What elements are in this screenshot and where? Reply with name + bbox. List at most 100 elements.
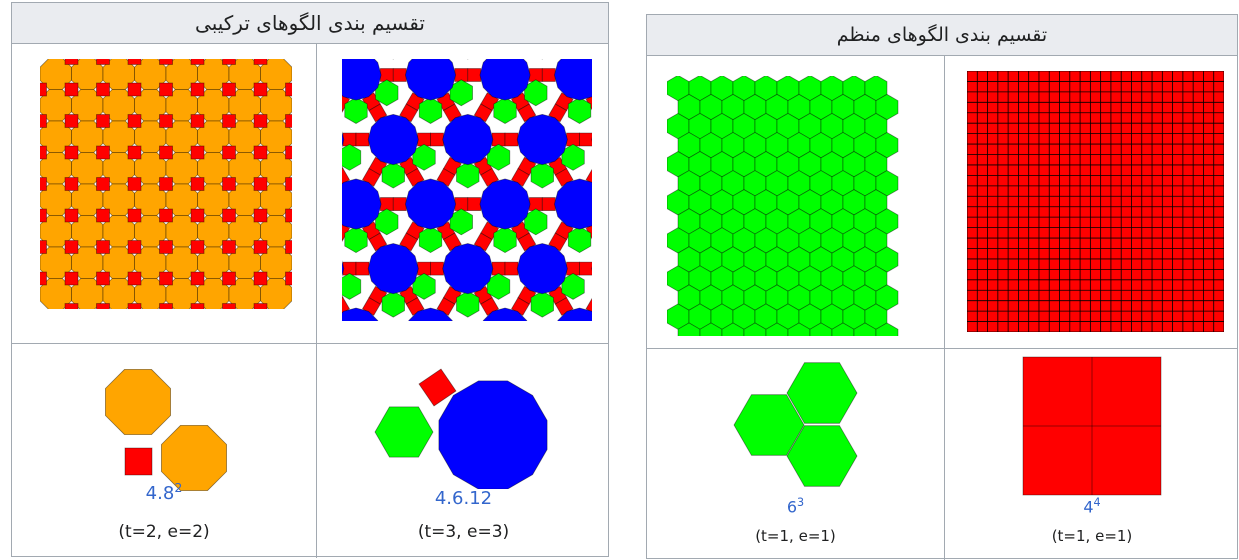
square <box>222 59 235 65</box>
vertex-notation[interactable]: 4.6.12 <box>317 485 610 509</box>
square <box>65 114 78 127</box>
square <box>285 114 292 127</box>
square <box>222 240 235 253</box>
tiling-4-6-12-image <box>342 59 592 321</box>
square <box>191 59 204 65</box>
vertex-notation[interactable]: 44 <box>945 496 1239 516</box>
square <box>222 83 235 96</box>
square <box>128 177 141 190</box>
vertex-figure-6-3-cell: 63 (t=1, e=1) <box>647 349 944 560</box>
dodecagon <box>554 179 592 229</box>
square <box>65 240 78 253</box>
square <box>65 209 78 222</box>
square <box>431 262 444 275</box>
dodecagon-hexagon-square-vertex-figure <box>317 354 610 489</box>
vertex-notation[interactable]: 63 <box>647 496 944 516</box>
square <box>580 133 592 146</box>
square <box>191 146 204 159</box>
square <box>191 240 204 253</box>
square <box>542 198 555 211</box>
square <box>356 262 369 275</box>
square <box>285 209 292 222</box>
square <box>356 133 369 146</box>
square <box>468 198 481 211</box>
vertex-figure-4-4-cell: 44 (t=1, e=1) <box>945 349 1239 560</box>
square <box>191 303 204 309</box>
square <box>159 114 172 127</box>
semiregular-table-header: تقسیم بندی الگوهای ترکیبی <box>12 3 608 44</box>
square <box>542 69 555 82</box>
octagon-square-vertex-figure <box>12 362 316 492</box>
square <box>96 83 109 96</box>
vertex-params: (t=2, e=2) <box>12 522 316 542</box>
square <box>254 177 267 190</box>
square-vertex-figure <box>945 353 1239 498</box>
square <box>222 303 235 309</box>
square <box>40 83 47 96</box>
square <box>159 272 172 285</box>
square <box>505 262 518 275</box>
square <box>159 83 172 96</box>
square <box>393 198 406 211</box>
square <box>191 209 204 222</box>
square <box>128 83 141 96</box>
square <box>468 69 481 82</box>
square <box>254 303 267 309</box>
square <box>159 146 172 159</box>
square <box>40 177 47 190</box>
square <box>222 114 235 127</box>
square <box>96 240 109 253</box>
square <box>159 240 172 253</box>
vertex-notation[interactable]: 4.82 <box>12 480 316 504</box>
tiling-4-4-image <box>967 71 1224 332</box>
hexagon <box>342 273 361 299</box>
square <box>285 83 292 96</box>
square <box>40 114 47 127</box>
square <box>65 303 78 309</box>
square <box>65 83 78 96</box>
square <box>254 59 267 65</box>
square <box>40 240 47 253</box>
dodecagon <box>439 381 547 489</box>
semiregular-table-title: تقسیم بندی الگوهای ترکیبی <box>195 11 425 35</box>
square <box>128 209 141 222</box>
tiling-6-3-image <box>667 76 927 336</box>
square <box>285 177 292 190</box>
square <box>254 114 267 127</box>
regular-table-header: تقسیم بندی الگوهای منظم <box>647 15 1237 56</box>
square <box>128 146 141 159</box>
square <box>65 177 78 190</box>
hexagon <box>375 407 433 457</box>
square <box>96 272 109 285</box>
square <box>96 303 109 309</box>
square <box>96 177 109 190</box>
square <box>128 272 141 285</box>
square <box>393 69 406 82</box>
hexagon-vertex-figure <box>647 353 944 493</box>
square <box>285 240 292 253</box>
square <box>254 146 267 159</box>
square <box>65 272 78 285</box>
square <box>159 177 172 190</box>
square <box>285 272 292 285</box>
octagon-square-tiling <box>40 59 292 309</box>
square <box>254 83 267 96</box>
hexagonal-tiling <box>667 76 927 336</box>
hexagon <box>342 144 361 170</box>
vertex-params: (t=3, e=3) <box>317 522 610 542</box>
square <box>65 59 78 65</box>
square <box>96 59 109 65</box>
vertex-figure-4-6-12-cell: 4.6.12 (t=3, e=3) <box>317 344 610 558</box>
square <box>254 272 267 285</box>
square <box>65 146 78 159</box>
square <box>431 133 444 146</box>
square-field <box>967 71 1224 332</box>
square <box>128 240 141 253</box>
square <box>159 209 172 222</box>
vertex-params: (t=1, e=1) <box>945 527 1239 545</box>
square <box>40 146 47 159</box>
square <box>159 59 172 65</box>
square <box>128 114 141 127</box>
square <box>191 272 204 285</box>
square-tiling <box>967 71 1224 332</box>
